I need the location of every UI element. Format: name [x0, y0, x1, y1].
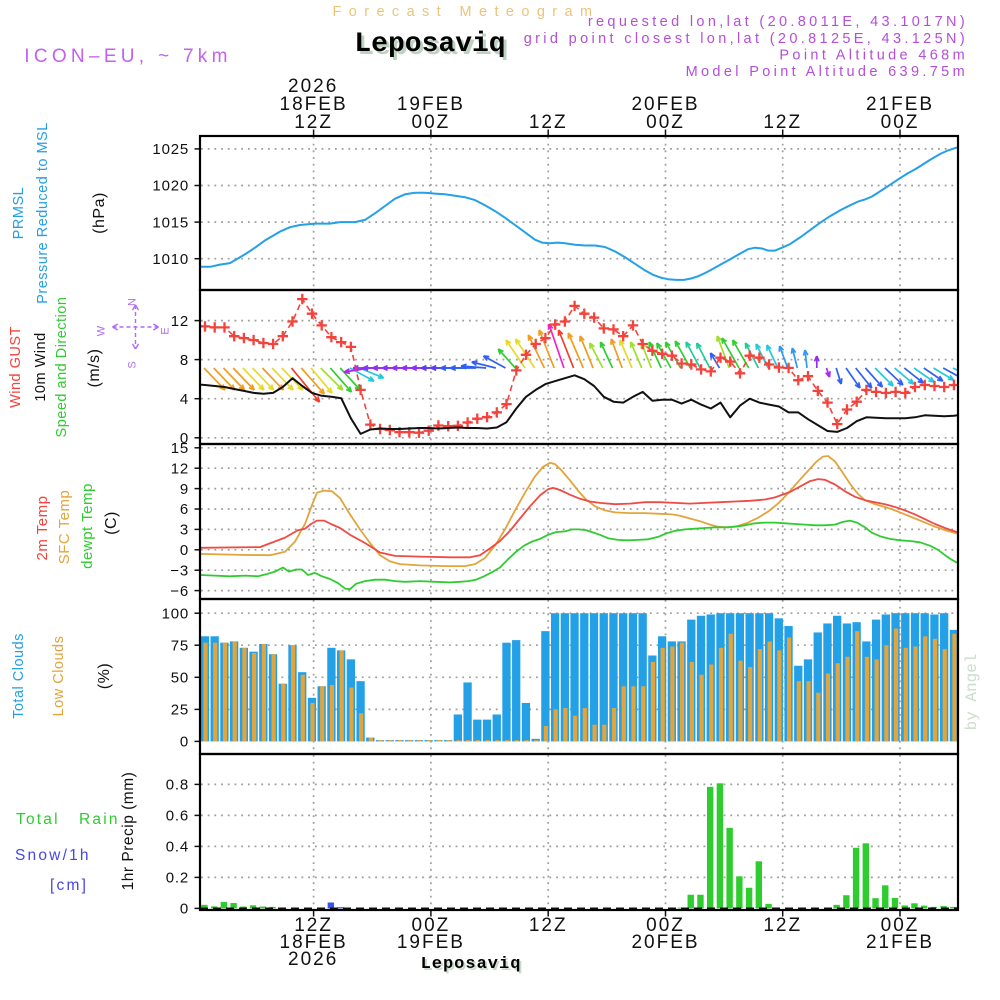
- svg-text:6: 6: [180, 501, 189, 518]
- svg-text:(hPa): (hPa): [91, 192, 108, 234]
- svg-text:75: 75: [171, 638, 189, 655]
- svg-text:12Z: 12Z: [294, 112, 333, 133]
- svg-text:Total: Total: [16, 811, 60, 828]
- svg-text:1010: 1010: [152, 251, 189, 268]
- svg-text:Rain: Rain: [79, 811, 120, 828]
- svg-text:12Z: 12Z: [763, 112, 802, 133]
- svg-text:0.4: 0.4: [166, 839, 189, 856]
- svg-text:−3: −3: [170, 562, 189, 579]
- svg-text:25: 25: [171, 702, 189, 719]
- svg-text:20FEB: 20FEB: [631, 94, 699, 115]
- svg-text:2m Temp: 2m Temp: [34, 496, 51, 561]
- svg-text:0.8: 0.8: [166, 777, 189, 794]
- svg-text:20FEB: 20FEB: [631, 932, 699, 953]
- svg-text:15: 15: [171, 440, 189, 457]
- svg-text:21FEB: 21FEB: [866, 932, 934, 953]
- svg-text:00Z: 00Z: [881, 915, 920, 936]
- svg-text:0: 0: [180, 901, 189, 918]
- svg-text:Snow/1h: Snow/1h: [15, 847, 91, 864]
- svg-text:12Z: 12Z: [529, 915, 568, 936]
- svg-text:PRMSL: PRMSL: [11, 187, 27, 239]
- svg-text:1020: 1020: [152, 178, 189, 195]
- svg-text:(C): (C): [103, 511, 120, 535]
- svg-text:dewpt Temp: dewpt Temp: [79, 483, 96, 569]
- svg-text:00Z: 00Z: [646, 112, 685, 133]
- svg-text:18FEB: 18FEB: [280, 932, 348, 953]
- svg-text:00Z: 00Z: [412, 915, 451, 936]
- svg-text:Leposaviq: Leposaviq: [354, 29, 505, 60]
- svg-text:N: N: [127, 298, 139, 306]
- svg-text:(%): (%): [96, 663, 113, 689]
- svg-text:3: 3: [180, 522, 189, 539]
- svg-text:Total Clouds: Total Clouds: [11, 633, 27, 719]
- svg-text:2026: 2026: [288, 949, 338, 970]
- svg-text:−6: −6: [170, 583, 189, 600]
- svg-text:00Z: 00Z: [881, 112, 920, 133]
- svg-text:0: 0: [180, 430, 189, 447]
- svg-text:19FEB: 19FEB: [397, 932, 465, 953]
- svg-text:Low Clouds: Low Clouds: [51, 636, 67, 717]
- svg-text:12Z: 12Z: [529, 112, 568, 133]
- svg-text:by Angel: by Angel: [963, 654, 981, 731]
- svg-text:Leposaviq: Leposaviq: [421, 955, 522, 974]
- svg-text:12Z: 12Z: [294, 915, 333, 936]
- svg-text:0.2: 0.2: [166, 870, 189, 887]
- svg-text:0.6: 0.6: [166, 808, 189, 825]
- svg-text:18FEB: 18FEB: [280, 94, 348, 115]
- svg-text:50: 50: [171, 670, 189, 687]
- svg-text:(m/s): (m/s): [86, 349, 103, 388]
- svg-text:2026: 2026: [288, 76, 338, 97]
- svg-text:requested lon,lat (20.8011E, 4: requested lon,lat (20.8011E, 43.1017N): [588, 14, 968, 30]
- svg-text:1015: 1015: [152, 214, 189, 231]
- svg-text:Pressure Reduced to MSL: Pressure Reduced to MSL: [35, 122, 51, 304]
- svg-text:grid point closest lon,lat (20: grid point closest lon,lat (20.8125E, 43…: [524, 31, 968, 47]
- svg-text:00Z: 00Z: [646, 915, 685, 936]
- svg-text:1025: 1025: [152, 141, 189, 158]
- svg-text:8: 8: [180, 352, 189, 369]
- svg-text:19FEB: 19FEB: [397, 94, 465, 115]
- svg-text:Point Altitude 468m: Point Altitude 468m: [779, 48, 968, 64]
- svg-text:W: W: [96, 325, 108, 336]
- svg-text:Speed and Direction: Speed and Direction: [54, 297, 70, 438]
- svg-text:E: E: [160, 327, 172, 334]
- svg-text:0: 0: [180, 734, 189, 751]
- svg-text:12Z: 12Z: [763, 915, 802, 936]
- svg-text:1hr Precip (mm): 1hr Precip (mm): [120, 772, 137, 891]
- svg-text:0: 0: [180, 542, 189, 559]
- svg-text:SFC Temp: SFC Temp: [56, 490, 73, 565]
- svg-text:Wind GUST: Wind GUST: [8, 326, 24, 408]
- svg-text:12: 12: [171, 313, 189, 330]
- svg-text:9: 9: [180, 481, 189, 498]
- svg-text:[cm]: [cm]: [50, 877, 88, 894]
- svg-text:21FEB: 21FEB: [866, 94, 934, 115]
- svg-text:ICON–EU, ~ 7km: ICON–EU, ~ 7km: [24, 46, 232, 67]
- svg-text:Model Point Altitude 639.75m: Model Point Altitude 639.75m: [686, 64, 968, 80]
- svg-text:Forecast Meteogram: Forecast Meteogram: [333, 4, 600, 20]
- svg-text:12: 12: [171, 460, 189, 477]
- svg-text:100: 100: [162, 605, 189, 622]
- svg-text:4: 4: [180, 391, 189, 408]
- svg-text:10m Wind: 10m Wind: [33, 332, 49, 401]
- svg-text:00Z: 00Z: [412, 112, 451, 133]
- svg-text:S: S: [127, 361, 139, 368]
